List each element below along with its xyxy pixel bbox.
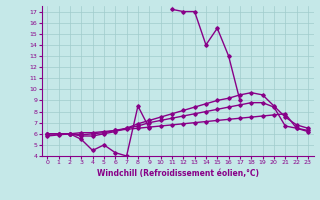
X-axis label: Windchill (Refroidissement éolien,°C): Windchill (Refroidissement éolien,°C) [97, 169, 259, 178]
